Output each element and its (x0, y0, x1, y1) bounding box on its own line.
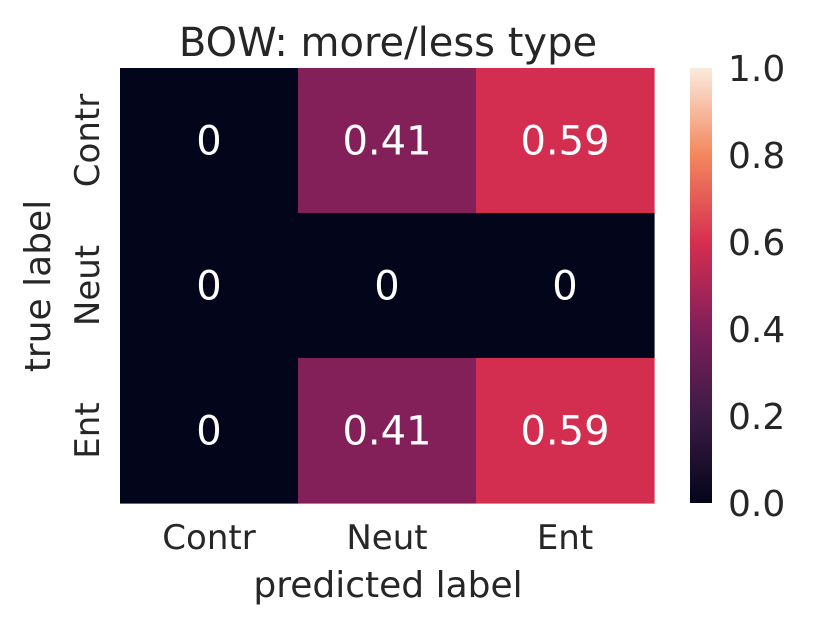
heatmap-cell-1-2 (476, 213, 655, 359)
colorbar-tick-label: 0.0 (728, 484, 785, 525)
heatmap-cell-2-2 (476, 358, 655, 504)
colorbar-tick-label: 0.2 (728, 397, 785, 438)
cell-label-0-0: 0 (196, 119, 221, 165)
x-tick-labels: Contr Neut Ent (162, 518, 593, 558)
cell-label-1-2: 0 (552, 264, 577, 310)
cell-label-2-0: 0 (196, 409, 221, 455)
x-tick-label: Neut (346, 518, 427, 558)
heatmap-cell-1-1 (298, 213, 477, 359)
colorbar-tick-label: 0.4 (728, 310, 785, 351)
y-tick-labels: Contr Neut Ent (68, 94, 108, 459)
y-tick-label: Contr (68, 94, 108, 187)
heatmap-cell-0-0 (120, 68, 299, 214)
heatmap-cell-1-0 (120, 213, 299, 359)
heatmap-cells (120, 68, 655, 504)
colorbar-tick-label: 1.0 (728, 49, 785, 90)
heatmap-cell-2-1 (298, 358, 477, 504)
x-tick-label: Ent (537, 518, 593, 558)
cell-label-1-1: 0 (374, 264, 399, 310)
cell-label-2-2: 0.59 (520, 409, 609, 455)
colorbar-ticks: 0.0 0.2 0.4 0.6 0.8 1.0 (728, 49, 785, 525)
y-tick-label: Neut (68, 245, 108, 326)
colorbar-tick-label: 0.8 (728, 136, 785, 177)
heatmap-cell-0-2 (476, 68, 655, 214)
heatmap-cell-0-1 (298, 68, 477, 214)
cell-label-2-1: 0.41 (342, 409, 431, 455)
cell-label-0-1: 0.41 (342, 119, 431, 165)
chart-title: BOW: more/less type (179, 20, 597, 66)
colorbar (690, 68, 712, 503)
colorbar-tick-label: 0.6 (728, 223, 785, 264)
cell-annotations: 0 0.41 0.59 0 0 0 0 0.41 0.59 (196, 119, 609, 455)
heatmap-cell-2-0 (120, 358, 299, 504)
y-axis-label: true label (18, 200, 59, 372)
cell-label-1-0: 0 (196, 264, 221, 310)
y-tick-label: Ent (68, 402, 108, 458)
cell-label-0-2: 0.59 (520, 119, 609, 165)
x-tick-label: Contr (162, 518, 255, 558)
x-axis-label: predicted label (253, 565, 522, 606)
